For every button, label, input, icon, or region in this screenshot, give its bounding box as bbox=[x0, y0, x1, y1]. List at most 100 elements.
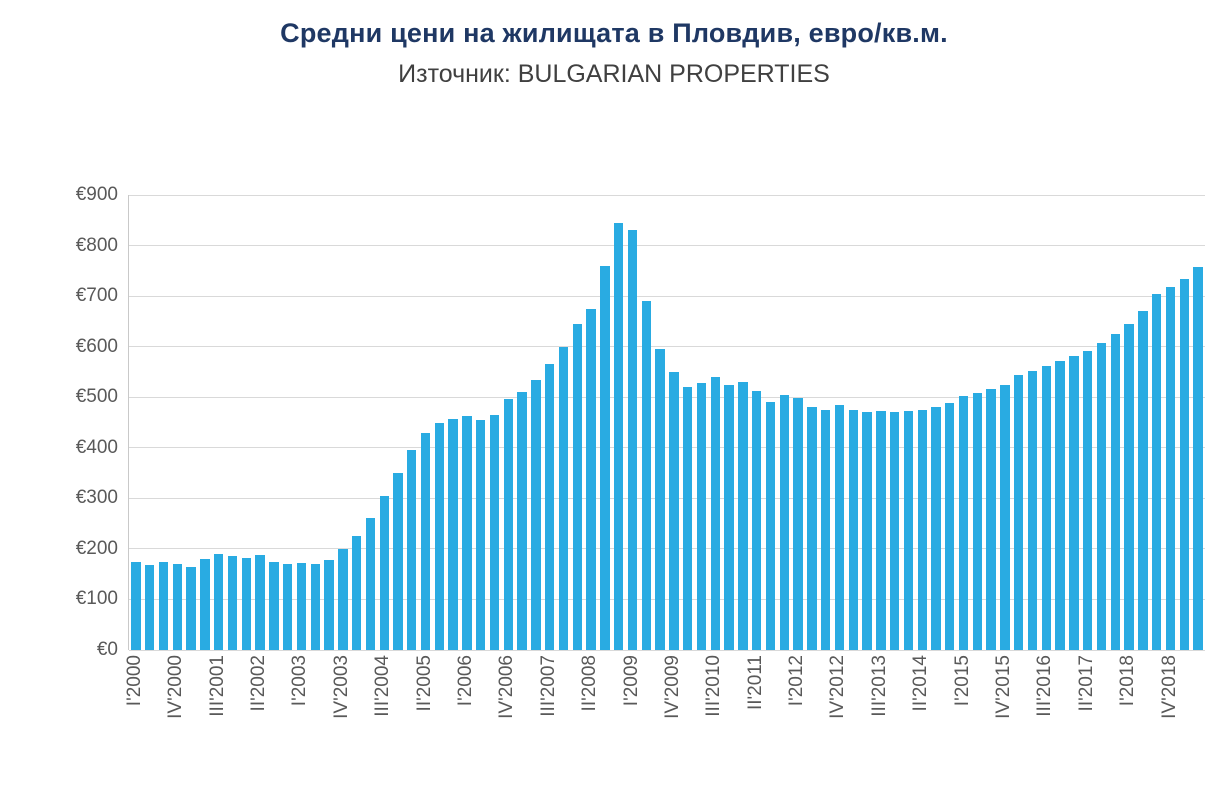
bar bbox=[296, 563, 307, 650]
bar bbox=[903, 411, 914, 650]
bar bbox=[600, 265, 610, 650]
bar bbox=[972, 393, 983, 650]
x-axis-label: III'2013 bbox=[868, 655, 890, 717]
x-axis-label: II'2002 bbox=[248, 655, 270, 712]
bar bbox=[269, 561, 279, 650]
bar bbox=[1124, 323, 1134, 650]
y-axis-label: €0 bbox=[96, 639, 118, 660]
x-axis-label: I'2015 bbox=[951, 655, 973, 707]
bar bbox=[420, 432, 431, 650]
x-axis-label: IV'2003 bbox=[330, 655, 352, 719]
bar bbox=[627, 230, 638, 650]
gridline bbox=[129, 548, 1205, 550]
bar bbox=[738, 382, 748, 650]
bar bbox=[751, 391, 762, 650]
bar bbox=[1165, 287, 1176, 650]
y-axis-label: €700 bbox=[75, 285, 118, 307]
bar bbox=[724, 384, 734, 650]
bar bbox=[876, 410, 886, 650]
x-axis-label: III'2016 bbox=[1034, 655, 1056, 717]
chart-title: Средни цени на жилищата в Пловдив, евро/… bbox=[280, 18, 948, 48]
bar bbox=[434, 422, 445, 650]
bar bbox=[862, 412, 872, 650]
x-axis-label: IV'2015 bbox=[993, 655, 1014, 719]
bar bbox=[696, 383, 707, 650]
x-axis-label: III'2010 bbox=[703, 655, 725, 717]
y-axis-label: €200 bbox=[75, 537, 118, 559]
x-axis-label: I'2006 bbox=[455, 655, 476, 707]
y-axis-label: €900 bbox=[75, 184, 118, 205]
bar bbox=[158, 561, 169, 650]
bar bbox=[986, 389, 996, 650]
bar bbox=[958, 395, 969, 650]
y-axis-label: €100 bbox=[75, 588, 118, 610]
bar bbox=[393, 473, 403, 650]
bar bbox=[710, 377, 720, 650]
bar bbox=[186, 566, 196, 650]
x-axis-label: IV'2006 bbox=[496, 655, 518, 719]
y-axis-label: €500 bbox=[75, 386, 118, 408]
bar bbox=[1055, 360, 1065, 650]
bar bbox=[807, 407, 817, 650]
bar bbox=[1069, 355, 1079, 650]
bar bbox=[1179, 279, 1189, 650]
bar bbox=[614, 222, 624, 650]
bar bbox=[200, 559, 210, 650]
gridline bbox=[129, 295, 1205, 297]
bar bbox=[324, 560, 334, 650]
bar bbox=[310, 564, 320, 650]
gridline bbox=[129, 447, 1205, 449]
y-axis-label: €800 bbox=[75, 234, 118, 256]
x-axis-label: III'2001 bbox=[206, 655, 228, 717]
bar bbox=[255, 555, 265, 650]
bar bbox=[1083, 350, 1093, 650]
x-axis-label: IV'2018 bbox=[1158, 655, 1180, 719]
x-axis-label: IV'2009 bbox=[661, 655, 683, 719]
bar bbox=[931, 407, 941, 650]
x-axis-label: II'2014 bbox=[910, 655, 932, 712]
bar bbox=[586, 308, 596, 650]
gridline bbox=[129, 245, 1205, 247]
x-axis-label: II'2008 bbox=[579, 655, 601, 712]
x-axis-label: IV'2000 bbox=[165, 655, 187, 719]
gridline bbox=[129, 346, 1205, 348]
y-axis-label: €300 bbox=[75, 487, 118, 509]
bar bbox=[1110, 334, 1120, 650]
x-axis-label: II'2017 bbox=[1075, 655, 1097, 712]
bar bbox=[1000, 384, 1010, 650]
chart-subtitle: Източник: BULGARIAN PROPERTIES bbox=[398, 60, 830, 88]
bar bbox=[793, 398, 803, 650]
x-axis-label: I'2012 bbox=[786, 655, 808, 707]
bar bbox=[131, 561, 141, 650]
bar bbox=[945, 403, 955, 650]
bar bbox=[379, 495, 389, 650]
gridline bbox=[129, 649, 1205, 651]
bar bbox=[407, 450, 417, 650]
bar bbox=[448, 418, 458, 650]
bar bbox=[683, 387, 693, 650]
x-axis-label: I'2009 bbox=[620, 655, 642, 707]
bar bbox=[889, 412, 900, 650]
x-axis-label: III'2007 bbox=[537, 655, 559, 717]
x-axis-label: IV'2012 bbox=[827, 655, 849, 719]
plot-area bbox=[128, 194, 1205, 651]
y-axis-label: €600 bbox=[75, 335, 118, 357]
bar bbox=[669, 371, 679, 650]
bar bbox=[476, 420, 486, 650]
gridline bbox=[129, 194, 1205, 196]
bar bbox=[572, 323, 582, 650]
bar bbox=[227, 555, 238, 650]
bar bbox=[655, 349, 665, 650]
x-axis-label: I'2003 bbox=[289, 655, 311, 707]
x-axis-label: II'2005 bbox=[413, 655, 435, 712]
x-axis-label: II'2011 bbox=[744, 655, 766, 711]
bar bbox=[172, 564, 182, 650]
gridline bbox=[129, 497, 1205, 499]
bar bbox=[338, 548, 348, 650]
bar bbox=[503, 398, 514, 650]
bar bbox=[820, 409, 831, 650]
bar bbox=[462, 416, 472, 650]
x-axis-label: III'2004 bbox=[372, 655, 394, 717]
bar bbox=[917, 409, 927, 650]
